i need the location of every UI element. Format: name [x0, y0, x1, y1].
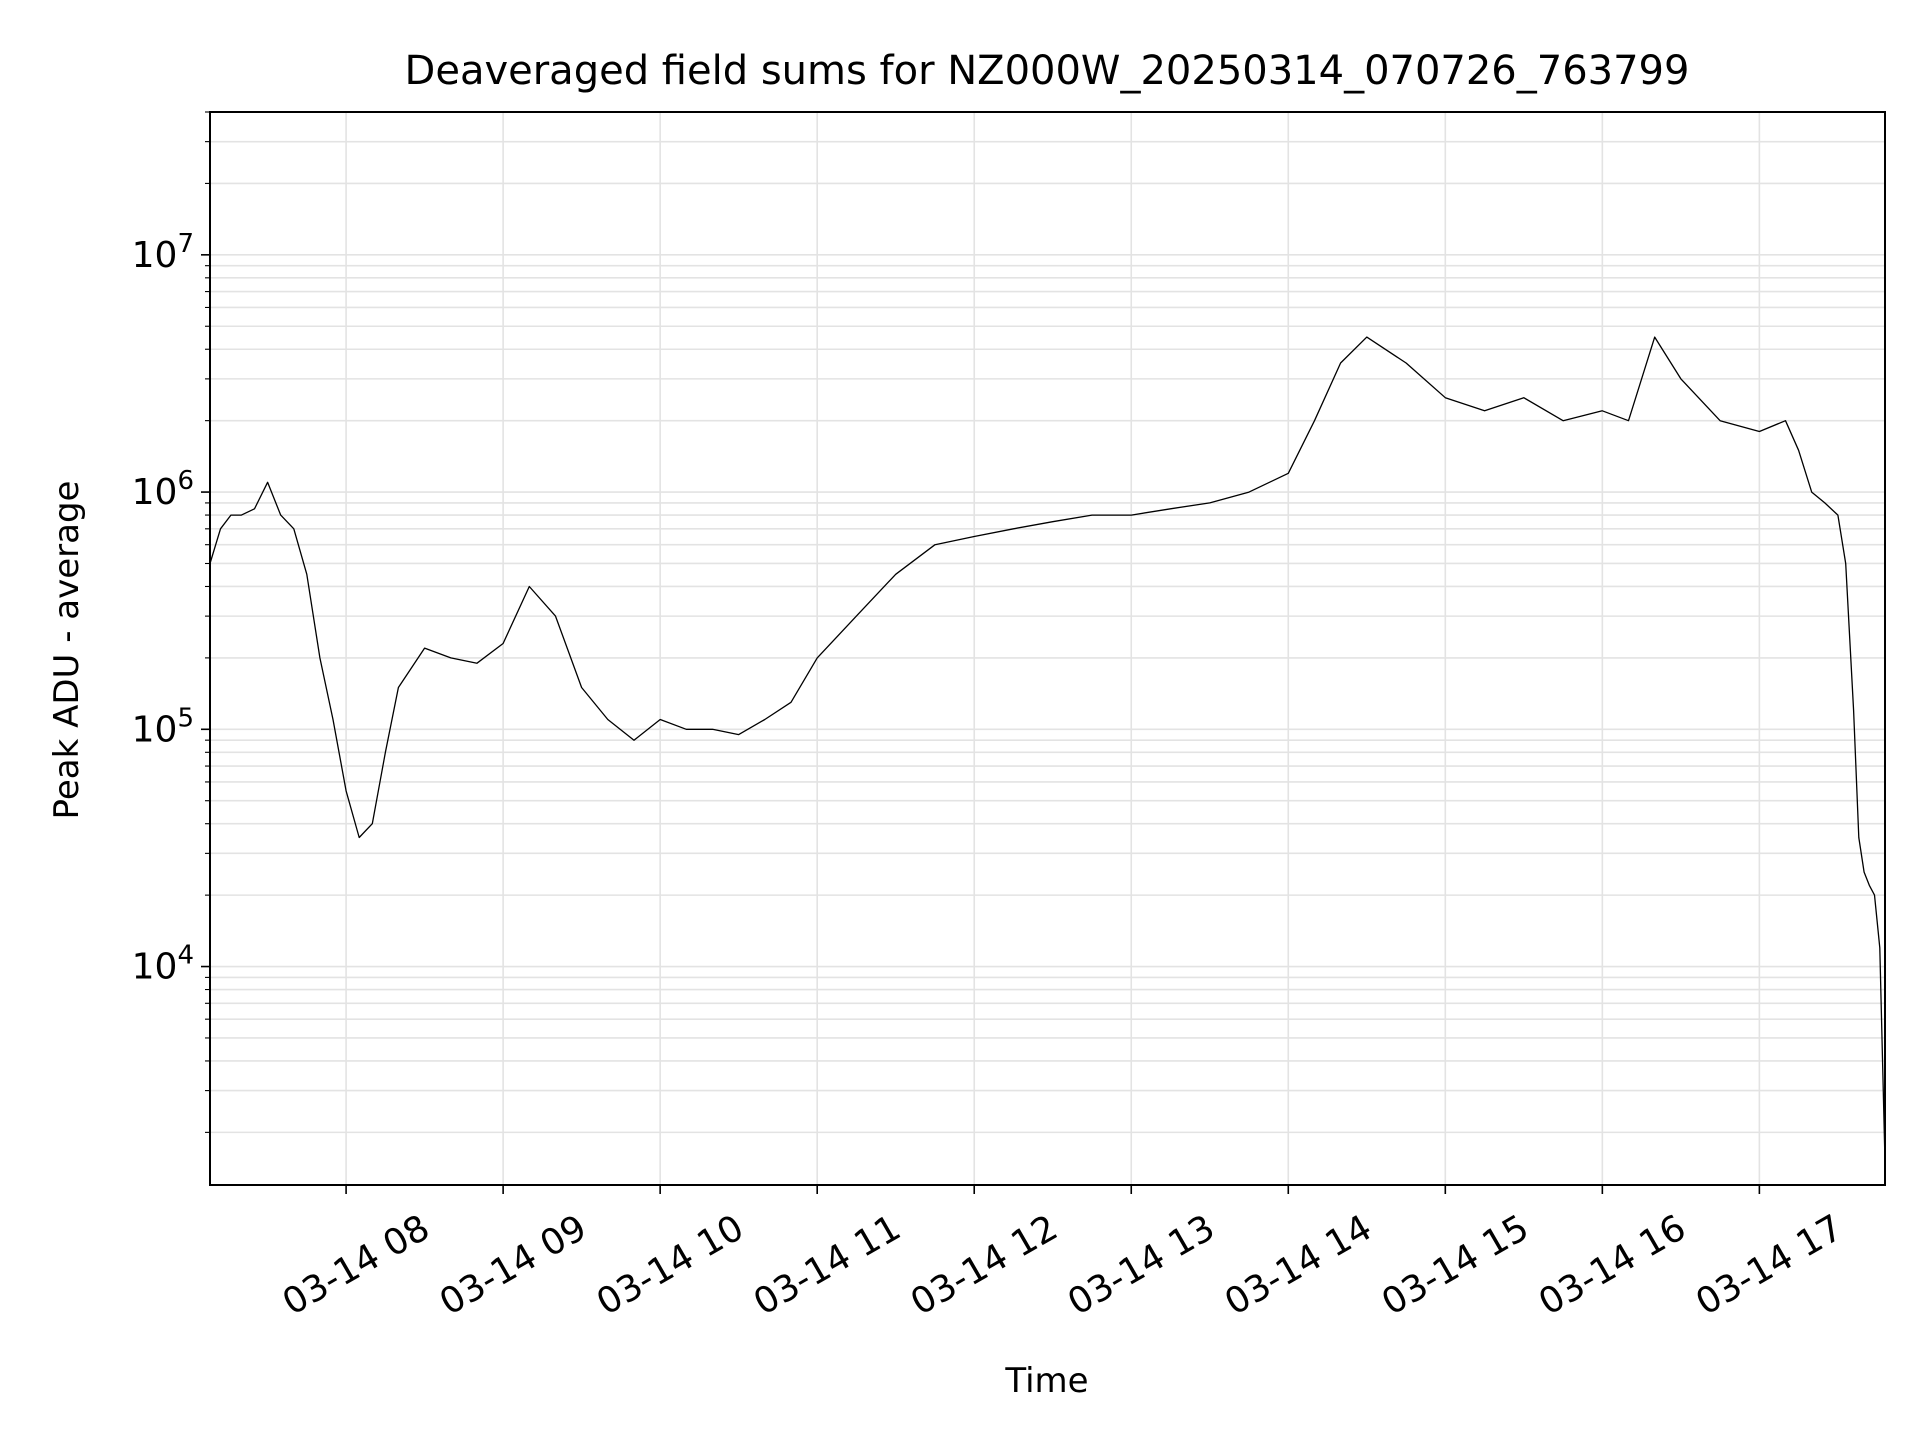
x-axis-label: Time: [1004, 1361, 1088, 1401]
y-tick-label: 107: [132, 229, 194, 276]
chart-title: Deaveraged field sums for NZ000W_2025031…: [405, 48, 1690, 94]
plot-frame: [209, 111, 1886, 1186]
series-line: [209, 336, 1886, 1163]
y-tick-label: 104: [132, 941, 194, 988]
y-tick-label: 105: [132, 703, 194, 750]
y-gridlines: [210, 111, 1885, 1134]
y-axis-label: Peak ADU - average: [47, 481, 87, 820]
y-tick-label: 106: [132, 466, 194, 513]
y-axis: 104 105 106 107: [132, 111, 210, 1133]
